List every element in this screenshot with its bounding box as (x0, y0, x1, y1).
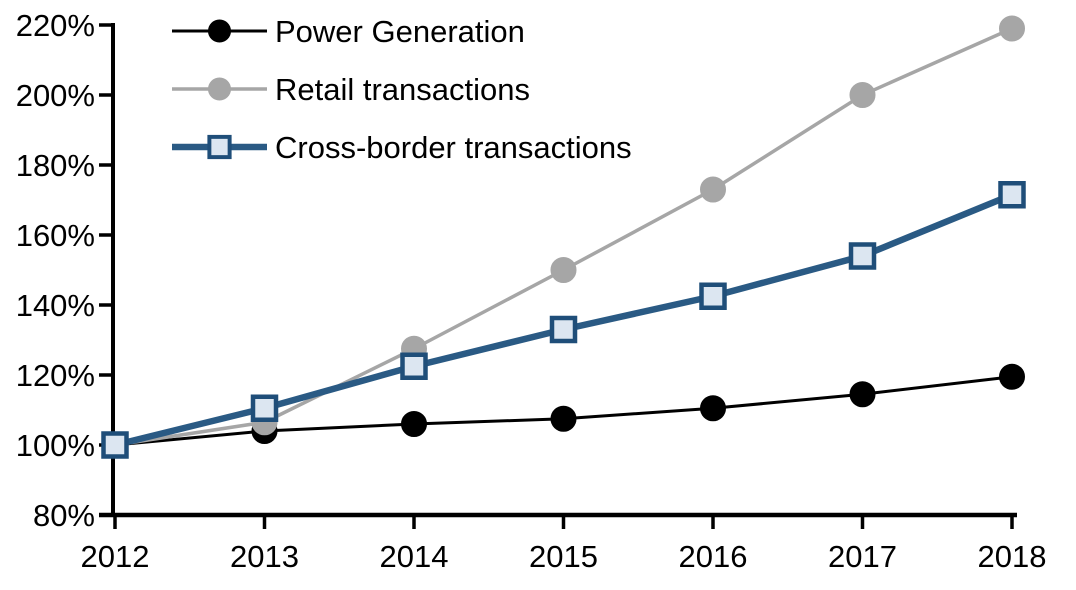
data-point-marker (700, 395, 726, 422)
legend-marker (208, 77, 231, 101)
data-point-marker (549, 315, 578, 344)
legend-label: Power Generation (275, 14, 525, 49)
data-point-marker (699, 282, 727, 310)
y-axis-tick-label: 180% (16, 148, 95, 183)
series-line (114, 26, 1013, 447)
y-axis-tick-label: 120% (16, 358, 95, 393)
data-point-marker (401, 411, 427, 437)
x-axis-tick-label: 2013 (230, 539, 299, 574)
y-axis-tick-label: 80% (33, 498, 95, 533)
y-axis-tick-label: 220% (16, 8, 95, 43)
x-axis-tick-label: 2012 (81, 539, 150, 574)
y-axis-tick-label: 100% (16, 428, 95, 463)
data-point-marker (999, 363, 1025, 390)
data-point-marker (550, 257, 577, 283)
x-axis-tick-label: 2017 (828, 539, 897, 574)
data-point-marker (400, 352, 428, 380)
x-axis-tick-label: 2018 (978, 539, 1047, 574)
legend-marker (208, 19, 231, 43)
y-axis-tick-label: 140% (16, 288, 95, 323)
x-axis-tick-label: 2015 (529, 539, 598, 574)
data-point-marker (999, 15, 1025, 42)
data-point-marker (848, 242, 877, 270)
legend-label: Cross-border transactions (275, 130, 632, 165)
y-axis-tick-label: 200% (16, 78, 95, 113)
data-point-marker (700, 176, 726, 203)
legend-label: Retail transactions (275, 72, 530, 107)
x-axis-tick-label: 2014 (380, 539, 449, 574)
data-point-marker (550, 405, 577, 432)
data-point-marker (998, 181, 1026, 209)
data-point-marker (849, 381, 876, 408)
x-axis-tick-label: 2016 (679, 539, 748, 574)
data-point-marker (250, 394, 279, 422)
y-axis-tick-label: 160% (16, 218, 95, 253)
legend-marker (207, 134, 232, 160)
data-point-marker (101, 431, 129, 459)
data-point-marker (849, 82, 876, 108)
